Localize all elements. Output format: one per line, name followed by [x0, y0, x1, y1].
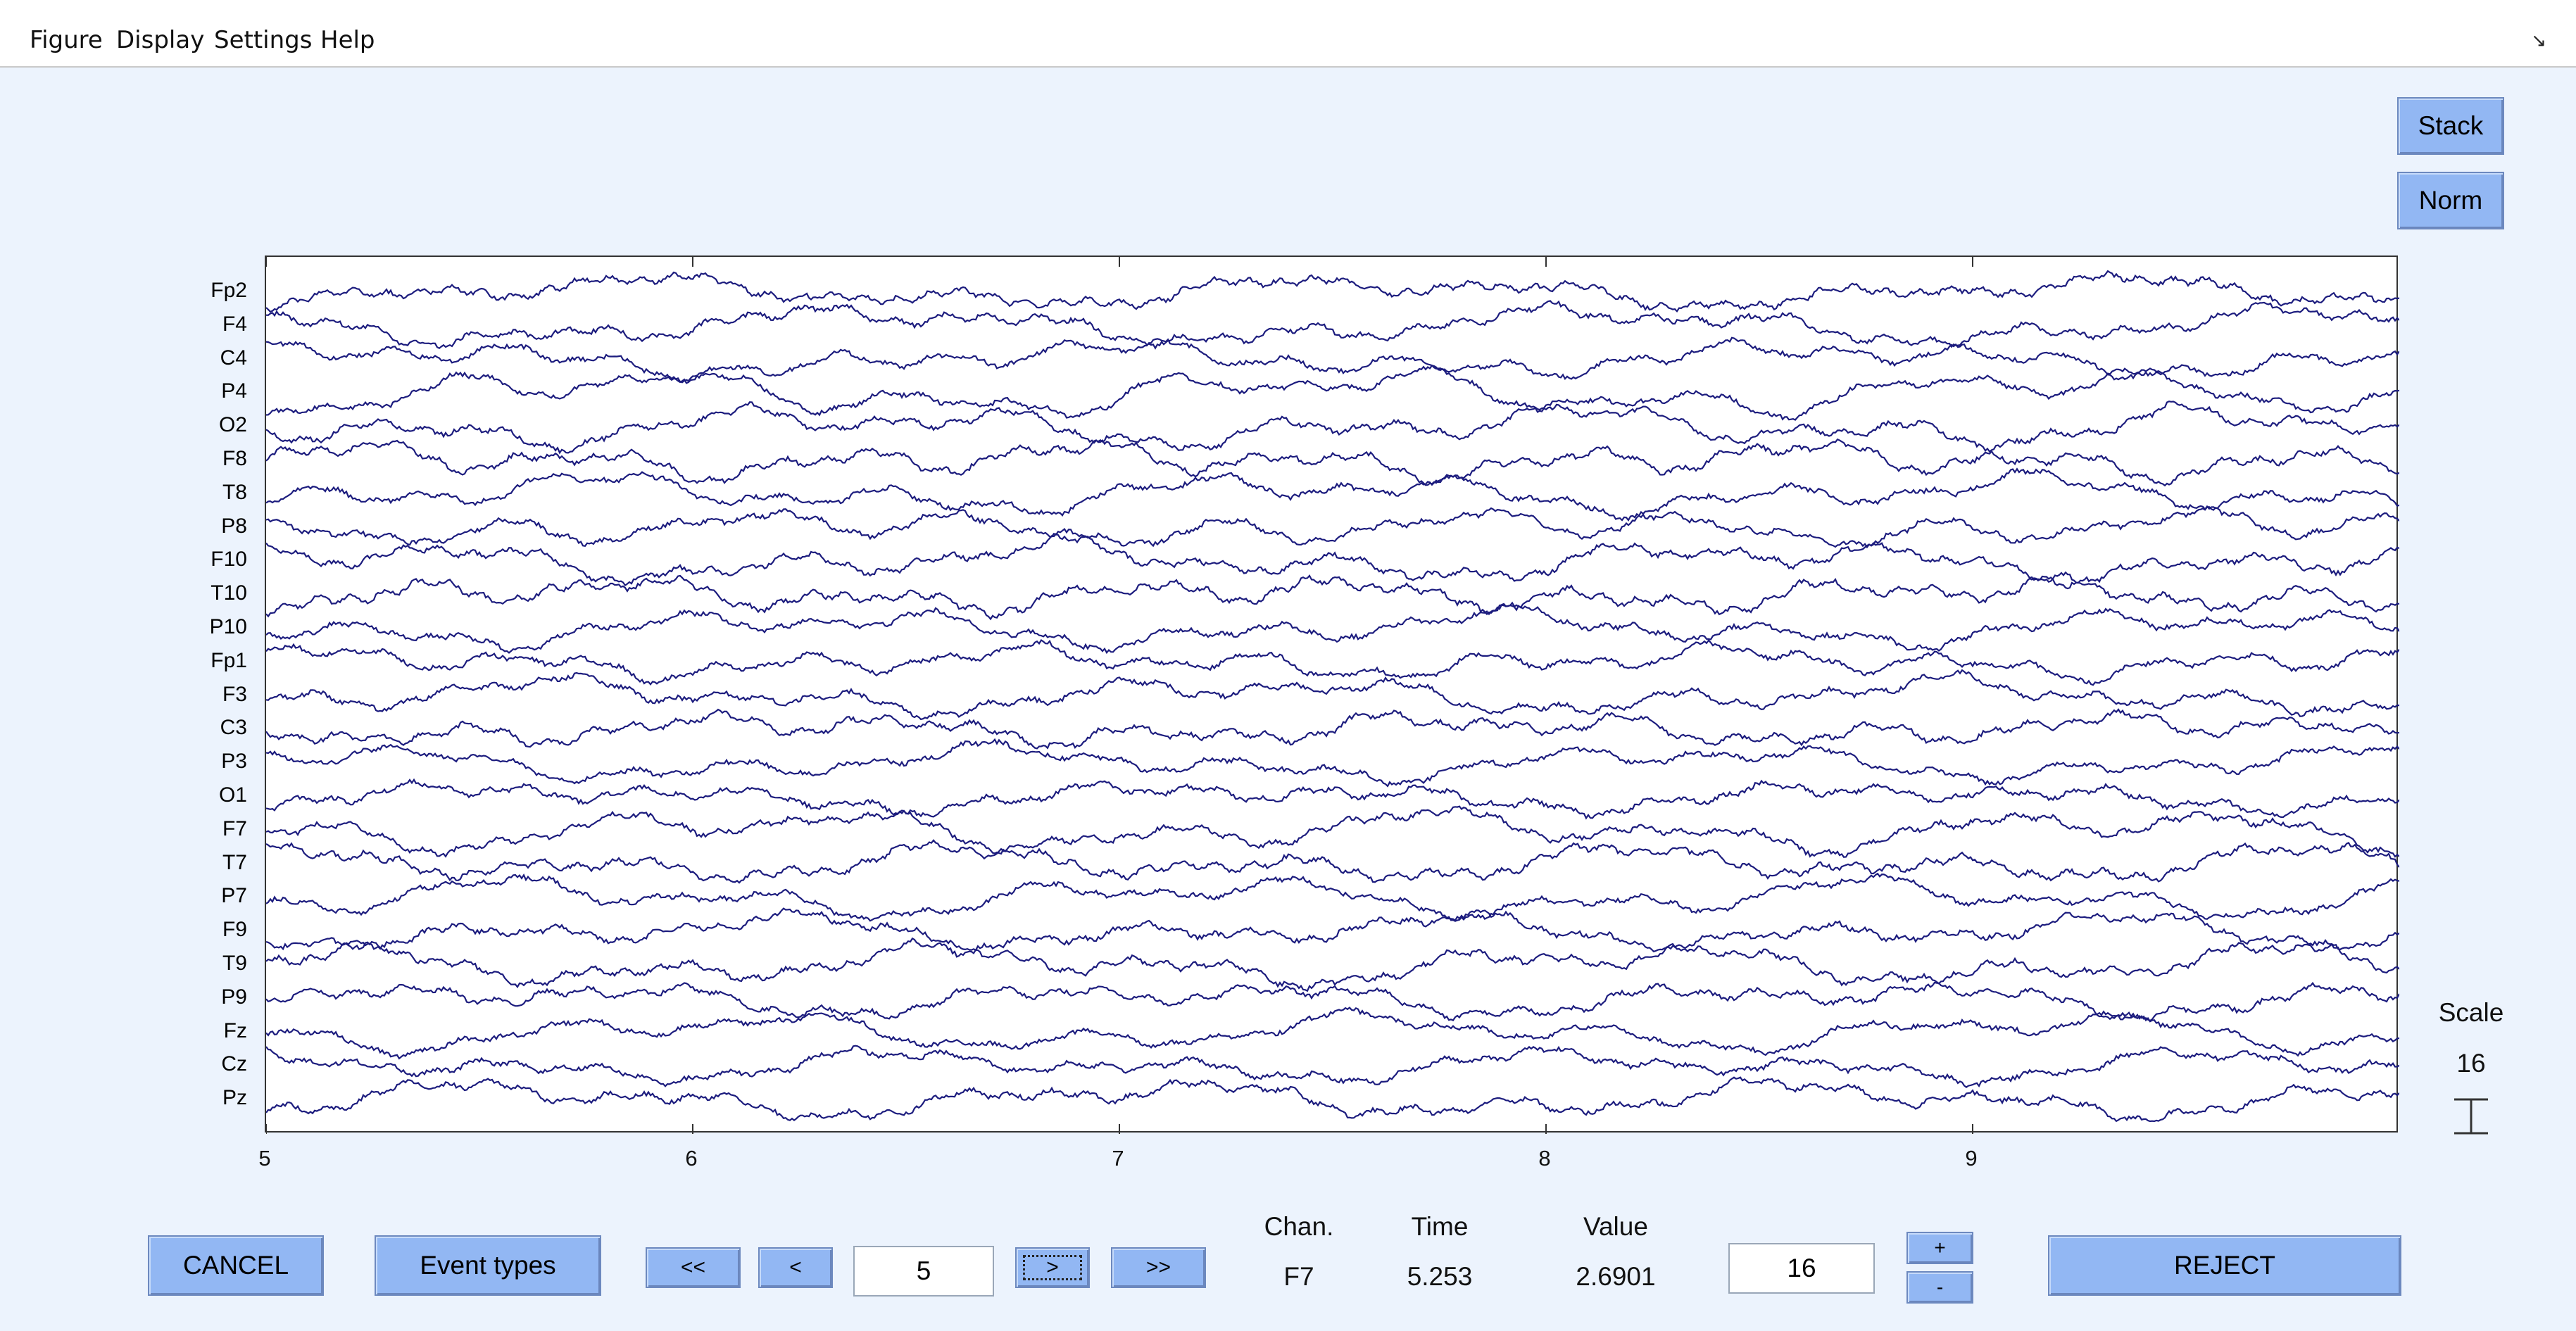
eeg-trace [266, 1045, 2399, 1088]
eeg-trace [266, 907, 2399, 953]
channel-label: O1 [218, 783, 247, 807]
eeg-trace [266, 981, 2399, 1022]
value-value: 2.6901 [1576, 1262, 1656, 1291]
cancel-button[interactable]: CANCEL [148, 1235, 324, 1296]
channel-label: O2 [218, 413, 247, 437]
stack-button[interactable]: Stack [2397, 97, 2504, 155]
eeg-trace [266, 778, 2399, 820]
eeg-trace [266, 270, 2399, 313]
channel-label: T10 [211, 581, 247, 605]
eeg-trace [266, 467, 2399, 522]
eeg-trace [266, 669, 2399, 721]
channel-label: P4 [221, 379, 247, 403]
eeg-trace [266, 571, 2399, 621]
eeg-trace [266, 336, 2399, 384]
channel-label: T7 [222, 850, 247, 874]
dock-arrow-icon[interactable]: ↘ [2531, 30, 2546, 51]
scale-bar-icon [2454, 1098, 2488, 1135]
nav-first-button[interactable]: << [646, 1247, 741, 1288]
eeg-trace [266, 839, 2399, 884]
channel-label: F4 [222, 312, 247, 336]
channel-label: F10 [211, 548, 247, 572]
x-tick-label: 7 [1112, 1146, 1124, 1171]
x-tick-label: 5 [258, 1146, 271, 1171]
channel-label: Fz [223, 1018, 247, 1042]
scale-input[interactable]: 16 [1728, 1243, 1875, 1294]
eeg-trace [266, 438, 2399, 487]
eeg-trace [266, 601, 2399, 655]
eeg-trace [266, 708, 2399, 750]
eeg-trace [266, 1007, 2399, 1060]
eeg-trace [266, 805, 2399, 858]
time-label: Time [1411, 1212, 1469, 1241]
channel-label: F8 [222, 447, 247, 470]
reject-button[interactable]: REJECT [2048, 1235, 2401, 1296]
eeg-trace [266, 400, 2399, 455]
nav-prev-button[interactable]: < [758, 1247, 833, 1288]
eeg-trace [266, 365, 2399, 421]
x-tick-label: 9 [1965, 1146, 1978, 1171]
channel-label: Pz [222, 1086, 247, 1110]
eeg-trace [266, 738, 2399, 788]
eeg-trace [266, 533, 2399, 590]
event-types-button[interactable]: Event types [375, 1235, 601, 1296]
channel-label: F9 [222, 918, 247, 942]
position-input[interactable]: 5 [853, 1246, 994, 1297]
norm-button[interactable]: Norm [2397, 172, 2504, 229]
scale-plus-button[interactable]: + [1906, 1232, 1973, 1264]
menu-help[interactable]: Help [320, 26, 375, 54]
channel-label: P8 [221, 514, 247, 538]
time-value: 5.253 [1407, 1262, 1473, 1291]
channel-label: P9 [221, 985, 247, 1009]
channel-label: P7 [221, 884, 247, 908]
channel-label: T8 [222, 480, 247, 504]
eeg-trace [266, 937, 2399, 992]
x-tick-label: 8 [1538, 1146, 1551, 1171]
eeg-trace [266, 638, 2399, 686]
scale-minus-button[interactable]: - [1906, 1271, 1973, 1304]
x-tick-label: 6 [685, 1146, 698, 1171]
eeg-trace [266, 872, 2399, 922]
channel-label: Fp2 [211, 279, 247, 302]
nav-next-button[interactable]: > [1015, 1247, 1090, 1288]
channel-label: T9 [222, 952, 247, 975]
chan-label: Chan. [1264, 1212, 1334, 1241]
menu-bar: Figure Display Settings Help ↘ [0, 0, 2576, 68]
eeg-plot-area[interactable] [265, 256, 2399, 1134]
channel-label: P3 [221, 750, 247, 774]
menu-settings[interactable]: Settings [214, 26, 313, 54]
eeg-trace [266, 506, 2399, 549]
channel-label: C4 [220, 346, 247, 370]
eeg-traces [266, 257, 2399, 1134]
channel-label: F3 [222, 682, 247, 706]
menu-display[interactable]: Display [116, 26, 205, 54]
eeg-trace [266, 1076, 2399, 1123]
value-label: Value [1583, 1212, 1648, 1241]
chan-value: F7 [1283, 1262, 1314, 1291]
channel-label: F7 [222, 816, 247, 840]
nav-last-button[interactable]: >> [1111, 1247, 1206, 1288]
channel-label: C3 [220, 716, 247, 740]
scale-label: Scale [2438, 998, 2504, 1027]
menu-figure[interactable]: Figure [30, 26, 103, 54]
channel-label: Fp1 [211, 648, 247, 672]
channel-label: Cz [221, 1052, 247, 1076]
scale-value: 16 [2456, 1049, 2486, 1078]
channel-label: P10 [209, 615, 247, 638]
eeg-trace [266, 300, 2399, 350]
